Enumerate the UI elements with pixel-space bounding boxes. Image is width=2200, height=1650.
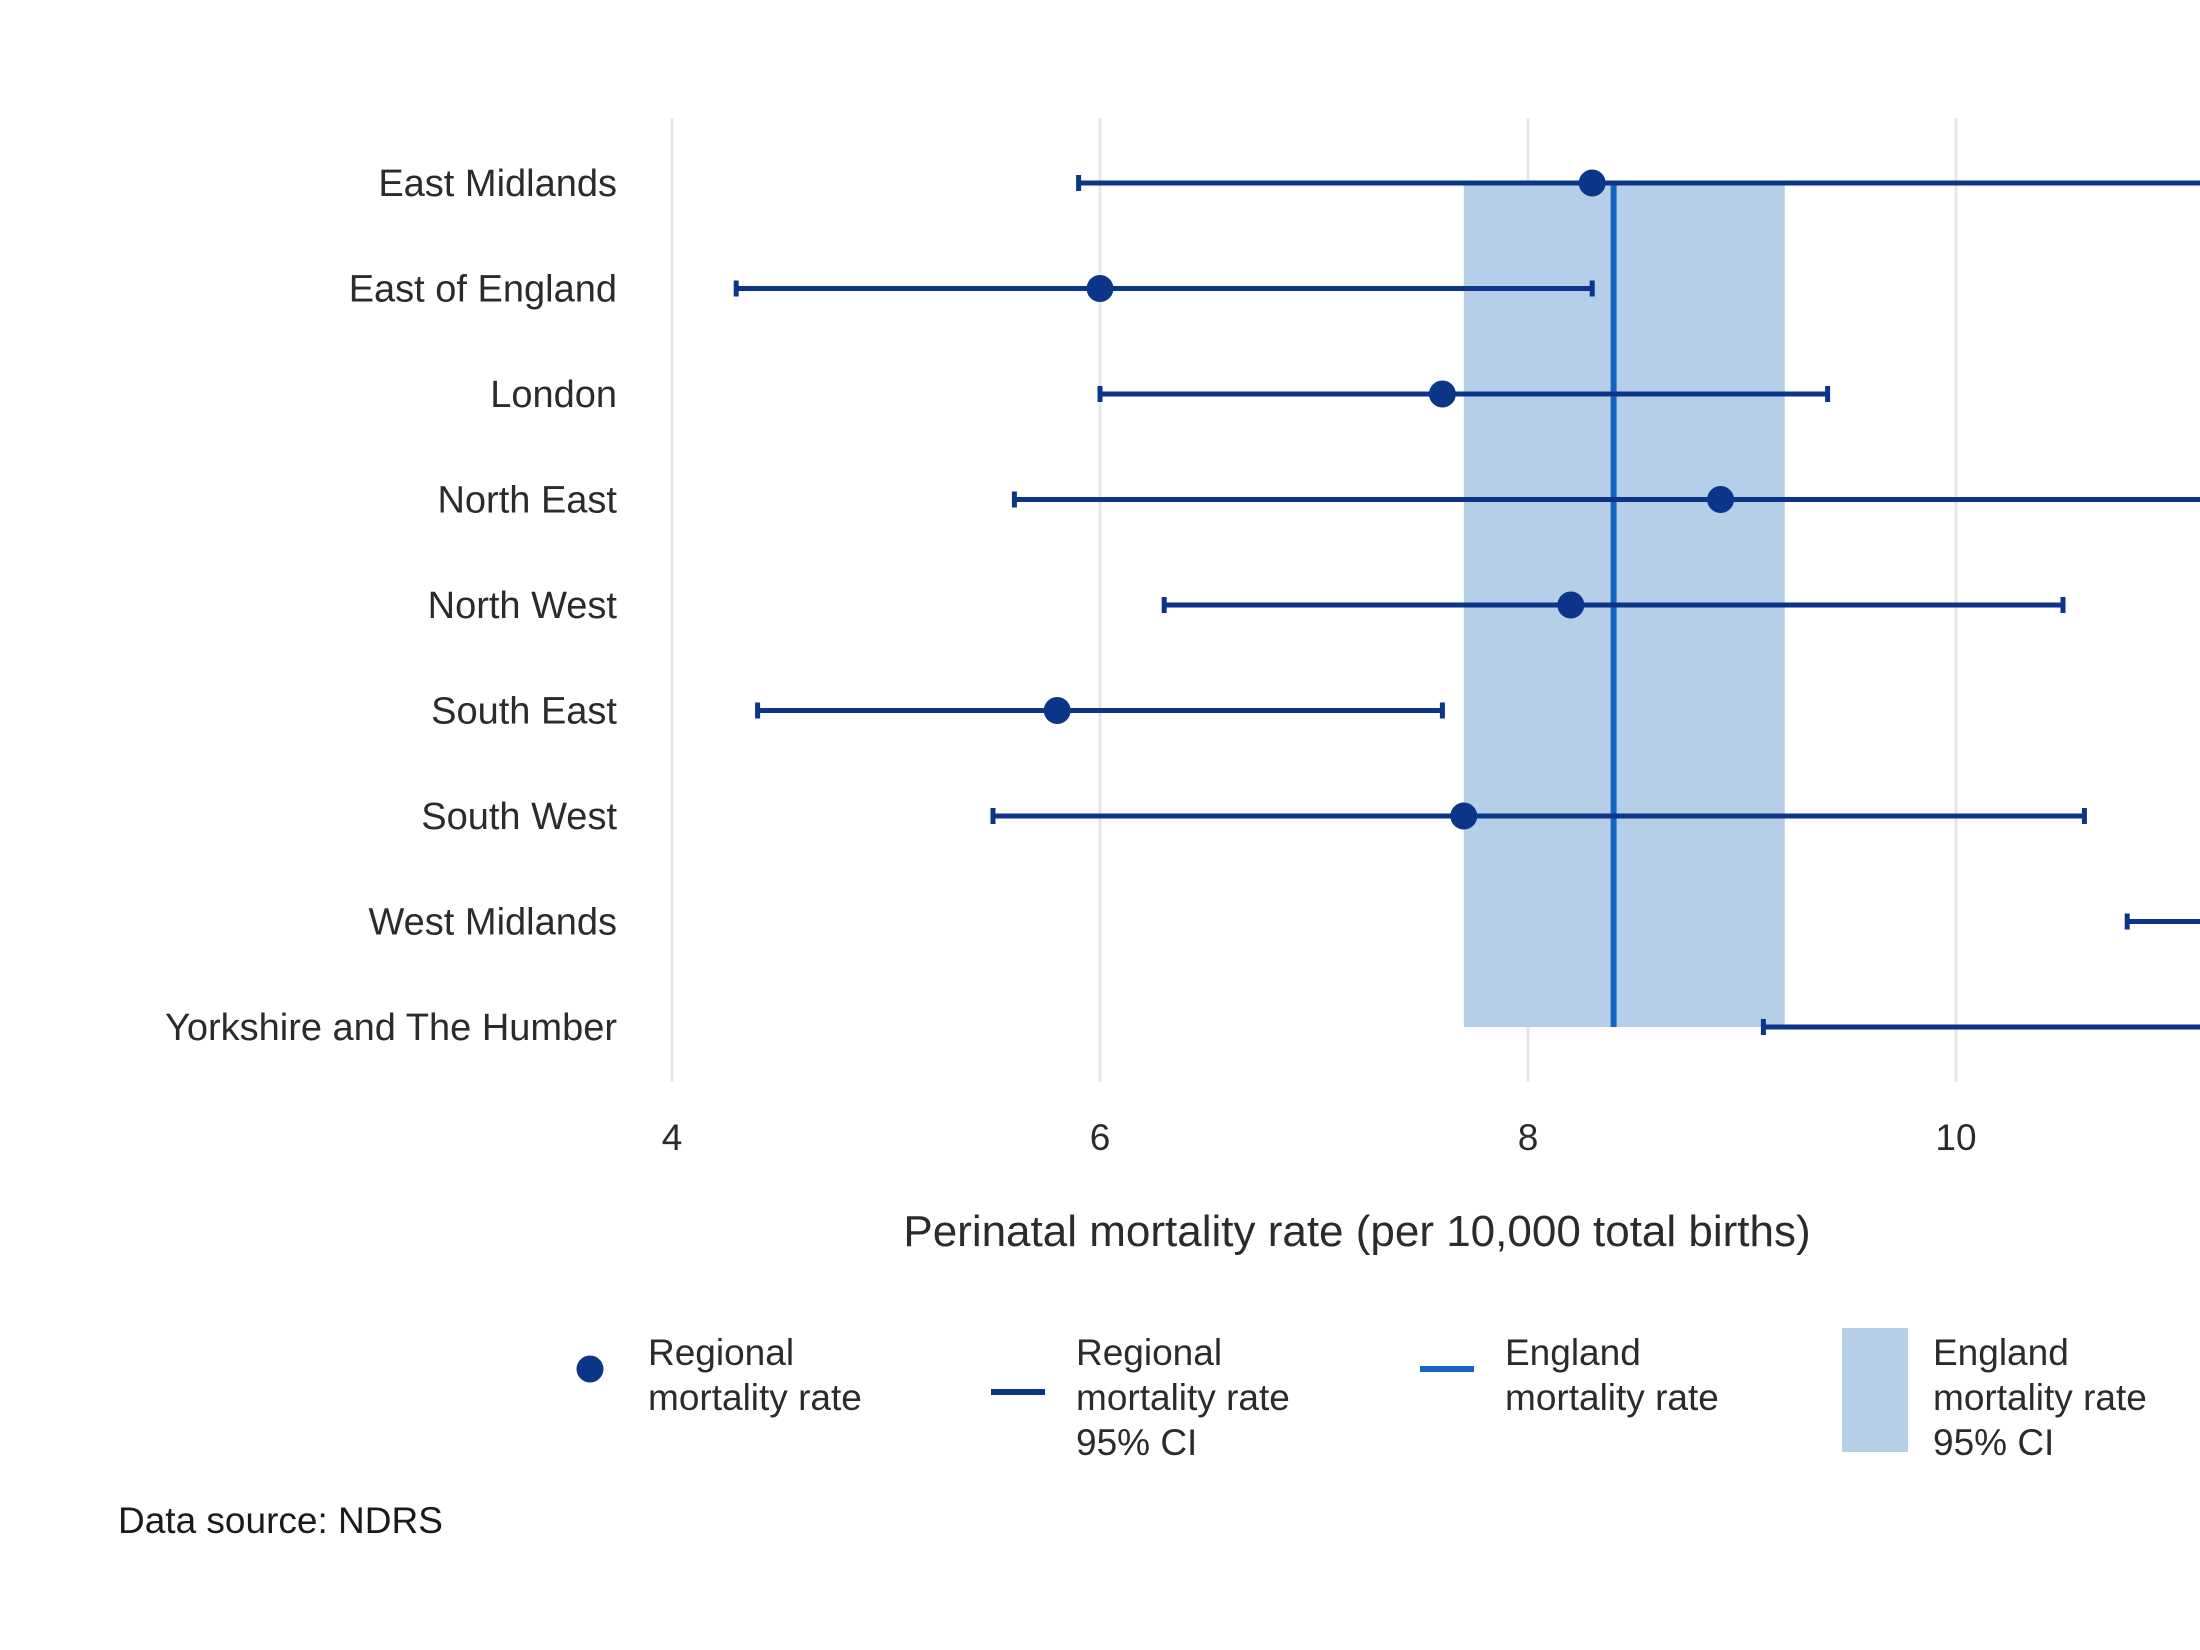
data-point xyxy=(1707,486,1735,513)
y-tick-label: North East xyxy=(437,480,617,522)
legend-label-line: mortality rate xyxy=(1505,1377,1719,1418)
legend-item: England mortality rate 95% CI xyxy=(1842,1328,2147,1463)
regional-ci-layer xyxy=(733,175,2200,1035)
ci-bar xyxy=(1161,597,2066,613)
legend-label-line: mortality rate xyxy=(1933,1377,2147,1418)
legend-label-line: mortality rate xyxy=(648,1377,862,1418)
y-tick-label: South West xyxy=(421,796,617,838)
x-axis-tick-labels: 46810121416 xyxy=(662,1117,1977,1158)
x-tick-label: 6 xyxy=(1090,1117,1111,1158)
y-tick-label: East Midlands xyxy=(378,163,617,205)
legend-key-point xyxy=(576,1355,604,1383)
data-point xyxy=(1578,169,1606,197)
x-tick-label: 10 xyxy=(1935,1117,1976,1158)
regional-rate-points xyxy=(1043,169,1735,830)
legend-label-line: Regional xyxy=(1076,1332,1222,1373)
y-tick-label: East of England xyxy=(349,269,617,311)
y-tick-label: Yorkshire and The Humber xyxy=(165,1007,617,1049)
x-tick-label: 8 xyxy=(1518,1117,1539,1158)
legend-item: Regional mortality rate 95% CI xyxy=(991,1332,1290,1463)
ci-bar xyxy=(755,702,1445,719)
y-tick-label: North West xyxy=(428,585,618,627)
data-point xyxy=(1428,380,1456,408)
legend-key-england-band xyxy=(1842,1328,1908,1452)
legend-label-line: 95% CI xyxy=(1076,1422,1197,1463)
x-axis-title: Perinatal mortality rate (per 10,000 tot… xyxy=(903,1207,1810,1256)
legend-label: England mortality rate 95% CI xyxy=(1933,1332,2147,1463)
legend-label-line: England xyxy=(1505,1332,1641,1373)
ci-bar xyxy=(1097,386,1831,402)
legend-label-line: Regional xyxy=(648,1332,794,1373)
legend-label: Regional mortality rate xyxy=(648,1332,862,1418)
legend-label: England mortality rate xyxy=(1505,1332,1719,1418)
ci-bar xyxy=(733,280,1595,297)
legend-label-line: England xyxy=(1933,1332,2069,1373)
legend-label-line: mortality rate xyxy=(1076,1377,1290,1418)
y-tick-label: South East xyxy=(431,691,617,733)
ci-bar xyxy=(1076,175,2200,191)
legend-label: Regional mortality rate 95% CI xyxy=(1076,1332,1290,1463)
y-tick-label: West Midlands xyxy=(368,902,617,944)
y-tick-label: London xyxy=(490,374,617,416)
legend-item: England mortality rate xyxy=(1420,1332,1719,1418)
ci-bar xyxy=(990,808,2087,824)
legend-label-line: 95% CI xyxy=(1933,1422,2054,1463)
x-tick-label: 4 xyxy=(662,1117,683,1158)
data-point xyxy=(1450,802,1478,830)
data-point xyxy=(1043,697,1071,724)
data-point xyxy=(1086,275,1114,302)
legend-item: Regional mortality rate xyxy=(576,1332,862,1418)
gridlines xyxy=(670,118,1958,1082)
y-axis-labels: East Midlands East of England London North … xyxy=(165,163,617,1049)
ci-bar xyxy=(1760,1019,2200,1035)
data-point xyxy=(1557,591,1585,619)
ci-bar xyxy=(2124,913,2200,930)
data-source-note: Data source: NDRS xyxy=(118,1500,443,1541)
ci-bar xyxy=(1011,491,2200,508)
